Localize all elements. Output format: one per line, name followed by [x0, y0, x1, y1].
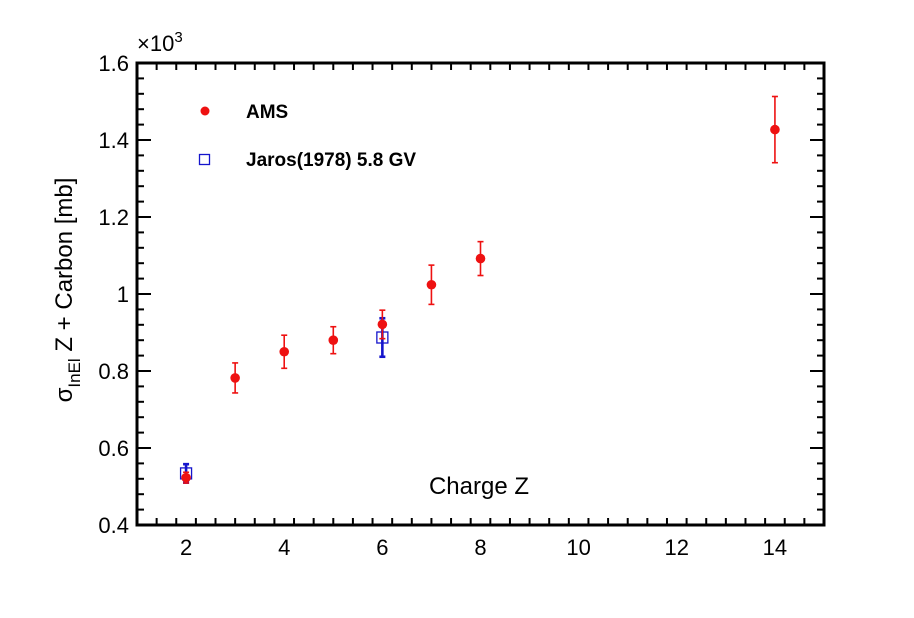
axis-ticks	[137, 63, 824, 525]
x-tick-label: 6	[376, 535, 388, 560]
y-tick-label: 1.6	[98, 51, 129, 76]
series-ams	[181, 95, 780, 484]
y-tick-label: 1.4	[98, 128, 129, 153]
data-point	[279, 346, 290, 357]
legend: AMS Jaros(1978) 5.8 GV	[198, 102, 416, 171]
data-point	[770, 124, 780, 135]
legend-marker-ams	[200, 106, 210, 116]
legend-label-ams: AMS	[246, 102, 288, 123]
y-tick-label: 1.2	[98, 205, 129, 230]
data-point	[377, 319, 388, 330]
x-tick-label: 2	[180, 535, 192, 560]
x-tick-label: 14	[763, 535, 787, 560]
y-tick-labels: 0.4 0.6 0.8 1 1.2 1.4 1.6	[98, 51, 129, 538]
data-point	[426, 279, 437, 290]
y-tick-label: 1	[117, 282, 129, 307]
data-point	[328, 335, 339, 346]
y-tick-label: 0.6	[98, 436, 129, 461]
y-tick-label: 0.8	[98, 359, 129, 384]
data-point	[181, 472, 191, 483]
x-tick-labels: 2 4 6 8 10 12 14	[180, 535, 787, 560]
x-axis-title: Charge Z	[429, 473, 529, 500]
x-tick-label: 8	[474, 535, 486, 560]
x-tick-label: 10	[566, 535, 590, 560]
legend-label-jaros: Jaros(1978) 5.8 GV	[246, 150, 416, 171]
y-tick-label: 0.4	[98, 513, 129, 538]
y-multiplier: ×103	[137, 29, 183, 56]
y-axis-title: σInEl Z + Carbon [mb]	[51, 178, 84, 403]
legend-marker-jaros	[198, 153, 211, 166]
x-tick-label: 4	[278, 535, 290, 560]
x-tick-label: 12	[665, 535, 689, 560]
data-point	[475, 253, 486, 264]
plot-frame	[135, 61, 826, 527]
data-point	[230, 373, 240, 383]
data-series	[179, 95, 780, 484]
